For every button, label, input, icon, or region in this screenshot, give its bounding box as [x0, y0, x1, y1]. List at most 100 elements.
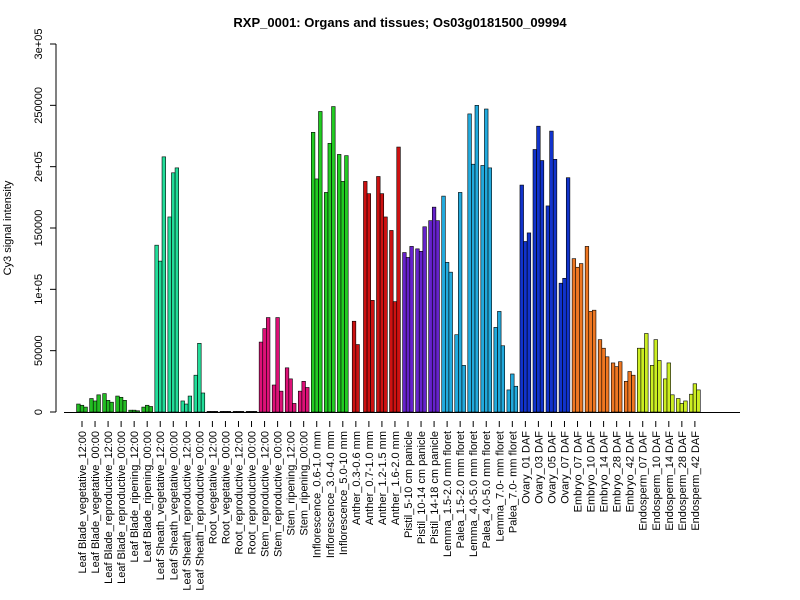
bar [536, 125, 541, 413]
bar [119, 396, 124, 413]
bar [96, 394, 101, 413]
y-axis-label: Cy3 signal intensity [2, 180, 14, 275]
bar [301, 381, 306, 413]
y-tick-label: 2e+05 [33, 151, 45, 182]
y-tick-label: 50000 [33, 335, 45, 366]
bar [318, 111, 323, 413]
bar [383, 216, 388, 413]
bar [184, 403, 189, 413]
bar [497, 311, 502, 413]
x-tick-label: Ovary_01 DAF [520, 431, 532, 504]
y-tick-label: 1e+05 [33, 274, 45, 305]
bar [683, 400, 688, 413]
bar [448, 271, 453, 413]
x-tick-label: Lemma_4.0-5.0 mm floret [468, 431, 480, 557]
bar [376, 176, 381, 413]
x-tick-label: Root_vegetative_00:00 [220, 431, 232, 544]
x-tick-label: Leaf Sheath_vegetative_12:00 [155, 431, 167, 580]
bar [597, 339, 603, 413]
bar [552, 159, 558, 413]
x-tick-label: Leaf Sheath_reproductive_00:00 [194, 431, 206, 591]
bar [193, 374, 198, 413]
x-tick-label: Inflorescence_3.0-4.0 mm [325, 431, 337, 558]
bar [657, 360, 662, 413]
bar [76, 403, 81, 413]
bar [154, 244, 159, 413]
bar [105, 400, 111, 413]
bar [340, 181, 345, 413]
bar [89, 398, 94, 413]
x-tick-label: Palea_4.0-5.0 mm floret [481, 431, 493, 548]
bar [249, 411, 254, 413]
bar [431, 206, 437, 413]
x-tick-label: Leaf Blade_vegetative_12:00 [77, 431, 89, 574]
bar [275, 317, 280, 413]
bar [262, 328, 267, 413]
bar [210, 411, 215, 413]
bar [141, 406, 146, 413]
x-tick-label: Leaf Blade_vegetative_00:00 [90, 431, 102, 574]
bar [180, 400, 185, 413]
bar [670, 394, 675, 413]
bar [575, 266, 580, 413]
x-tick-label: Anther_0.3-0.6 mm [351, 431, 363, 525]
bar [83, 406, 88, 413]
bar [584, 246, 590, 413]
y-tick-label: 250000 [33, 87, 45, 124]
bar [571, 258, 577, 413]
bar [539, 160, 545, 413]
bar [679, 403, 684, 413]
x-tick-label: Leaf Blade_ripening_12:00 [129, 431, 141, 563]
bar [487, 167, 492, 413]
bar [601, 347, 606, 413]
bar [676, 398, 681, 413]
bar [232, 411, 237, 413]
bar [666, 362, 671, 413]
bar [510, 373, 515, 413]
bar [167, 216, 172, 413]
bar [562, 277, 567, 413]
bar [402, 252, 407, 413]
bar [653, 339, 658, 413]
x-tick-label: Leaf Sheath_reproductive_12:00 [181, 431, 193, 591]
bar [314, 178, 319, 413]
x-tick-label: Leaf Blade_reproductive_00:00 [116, 431, 128, 584]
bar [351, 320, 357, 413]
bar [415, 248, 420, 413]
x-tick-label: Root_reproductive_00:00 [247, 431, 259, 555]
y-tick-label: 3e+05 [33, 29, 45, 60]
bar [614, 366, 619, 413]
bar [389, 230, 394, 413]
bar [284, 367, 290, 413]
bar [493, 327, 498, 413]
x-tick-label: Anther_0.7-1.0 mm [364, 431, 376, 525]
bar [305, 387, 310, 413]
bar [236, 411, 241, 413]
bar [92, 400, 98, 413]
bar [197, 343, 202, 413]
bar [187, 395, 193, 413]
bar [623, 381, 629, 413]
x-tick-label: Endosperm_10 DAF [651, 431, 663, 531]
x-tick-label: Ovary_07 DAF [559, 431, 571, 504]
bar [428, 220, 433, 413]
x-tick-label: Embryo_28 DAF [612, 431, 624, 513]
bars [76, 105, 701, 413]
bar [200, 392, 206, 413]
x-tick-label: Leaf Blade_reproductive_12:00 [103, 431, 115, 584]
bar [422, 226, 427, 413]
bar [418, 251, 424, 413]
bar [631, 374, 636, 413]
bar [467, 113, 472, 413]
y-tick-label: 0 [33, 409, 45, 415]
bar [396, 146, 401, 413]
bar [558, 282, 563, 413]
bar [545, 205, 550, 413]
x-tick-label: Endosperm_28 DAF [677, 431, 689, 531]
x-tick-label: Stem_reproductive_12:00 [260, 431, 272, 557]
x-tick-label: Anther_1.6-2.0 mm [390, 431, 402, 525]
bar [441, 195, 446, 413]
x-tick-label: Stem_ripening_12:00 [286, 431, 298, 536]
bar [458, 192, 463, 413]
x-tick-label: Palea_7.0- mm floret [507, 431, 519, 533]
